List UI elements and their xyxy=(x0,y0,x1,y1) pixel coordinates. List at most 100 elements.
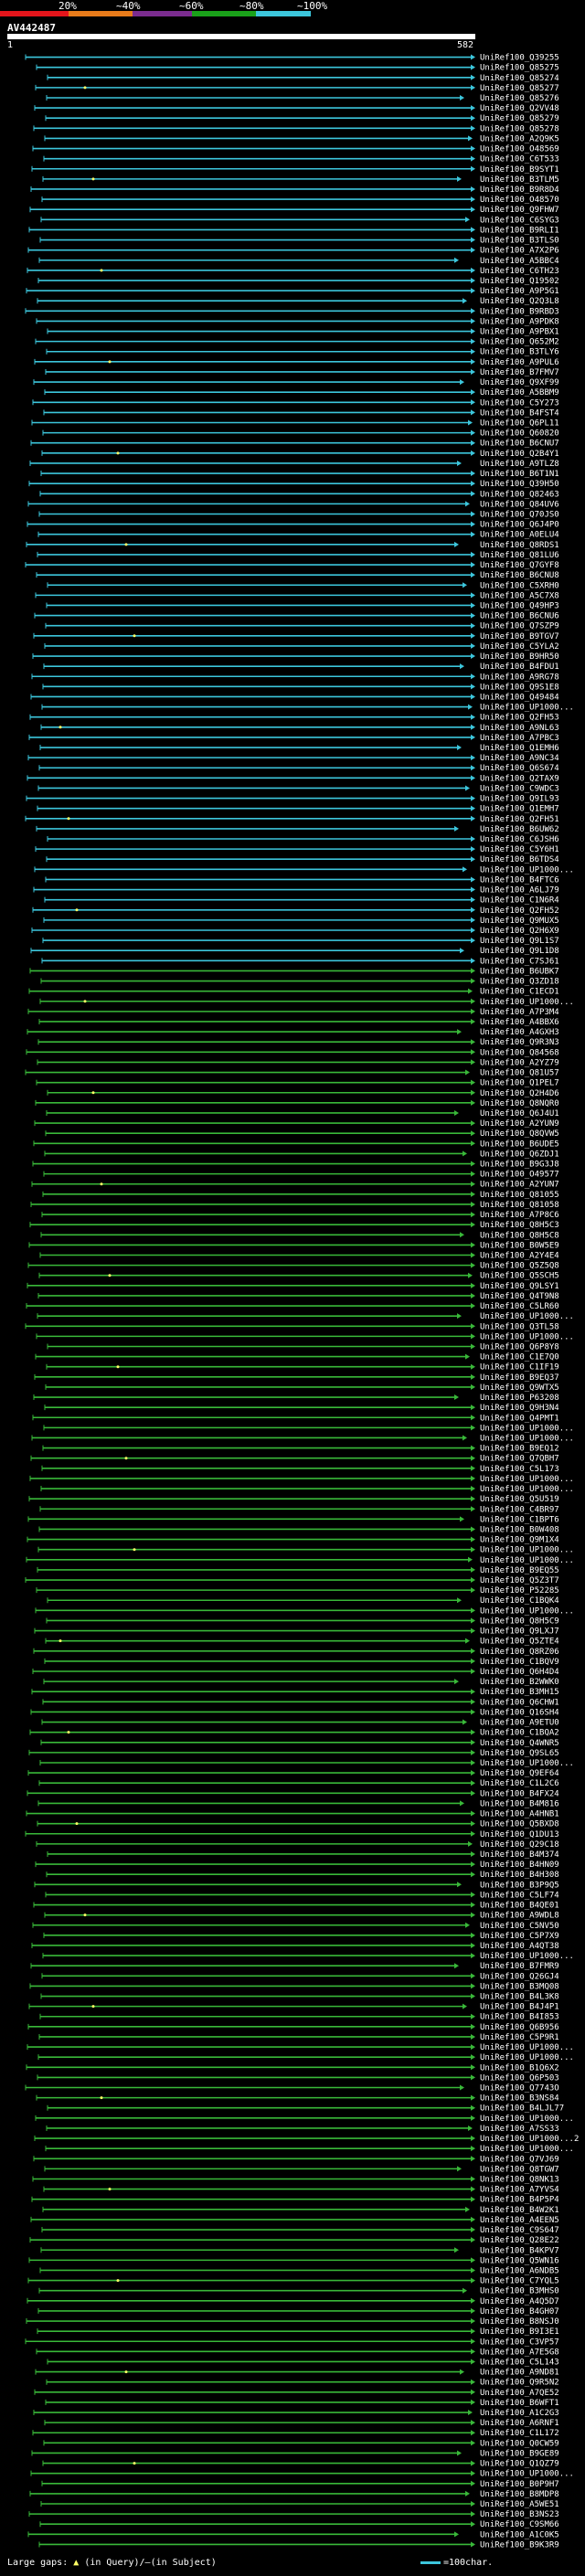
hit-accession-link[interactable]: UniRef100_B4L3K8 xyxy=(480,1993,559,2002)
hit-accession-link[interactable]: UniRef100_B4LJL77 xyxy=(480,2104,564,2114)
hit-accession-link[interactable]: UniRef100_B9GE89 xyxy=(480,2449,559,2458)
hit-accession-link[interactable]: UniRef100_O49577 xyxy=(480,1171,559,1180)
hit-accession-link[interactable]: UniRef100_UP1000... xyxy=(480,704,574,713)
hit-row[interactable]: UniRef100_A4Q5D7 xyxy=(27,2297,559,2306)
hit-accession-link[interactable]: UniRef100_B9RBD3 xyxy=(480,307,559,316)
hit-accession-link[interactable]: UniRef100_Q85275 xyxy=(480,64,559,73)
hit-accession-link[interactable]: UniRef100_Q2TAX9 xyxy=(480,774,559,783)
hit-accession-link[interactable]: UniRef100_UP1000... xyxy=(480,2115,574,2124)
hit-accession-link[interactable]: UniRef100_B0W408 xyxy=(480,1525,559,1534)
hit-accession-link[interactable]: UniRef100_A4GXH3 xyxy=(480,1028,559,1037)
hit-accession-link[interactable]: UniRef100_Q8H5C8 xyxy=(480,1231,559,1240)
hit-accession-link[interactable]: UniRef100_UP1000... xyxy=(480,865,574,875)
hit-row[interactable]: UniRef100_B3P9Q5 xyxy=(34,1881,559,1890)
hit-row[interactable]: UniRef100_B4LJL77 xyxy=(47,2104,564,2114)
hit-row[interactable]: UniRef100_B4M374 xyxy=(47,1850,559,1860)
hit-row[interactable]: UniRef100_B9EQ12 xyxy=(42,1445,559,1454)
hit-row[interactable]: UniRef100_Q49HP3 xyxy=(46,601,559,610)
hit-accession-link[interactable]: UniRef100_UP1000...2 xyxy=(480,2135,579,2144)
hit-accession-link[interactable]: UniRef100_O48569 xyxy=(480,145,559,154)
hit-row[interactable]: UniRef100_C5P7X9 xyxy=(43,1932,559,1941)
hit-row[interactable]: UniRef100_C6T533 xyxy=(43,155,559,164)
hit-accession-link[interactable]: UniRef100_A7P8C6 xyxy=(480,1211,559,1220)
hit-accession-link[interactable]: UniRef100_A7E5G8 xyxy=(480,2348,559,2357)
hit-row[interactable]: UniRef100_Q1EMH6 xyxy=(39,744,559,753)
hit-row[interactable]: UniRef100_Q5Z3T7 xyxy=(25,1576,559,1585)
hit-accession-link[interactable]: UniRef100_Q6J4U1 xyxy=(480,1109,559,1118)
hit-accession-link[interactable]: UniRef100_B9RLI1 xyxy=(480,226,559,235)
hit-accession-link[interactable]: UniRef100_UP1000... xyxy=(480,1546,574,1555)
hit-row[interactable]: UniRef100_Q81LU6 xyxy=(37,551,559,560)
hit-accession-link[interactable]: UniRef100_Q2FH53 xyxy=(480,714,559,723)
hit-accession-link[interactable]: UniRef100_C5Y273 xyxy=(480,398,559,408)
hit-row[interactable]: UniRef100_Q19502 xyxy=(37,277,559,286)
hit-row[interactable]: UniRef100_Q6P8Y8 xyxy=(47,1342,559,1352)
hit-row[interactable]: UniRef100_Q2FH51 xyxy=(25,815,559,824)
hit-row[interactable]: UniRef100_A7QE52 xyxy=(34,2389,559,2398)
hit-row[interactable]: UniRef100_C1ECD1 xyxy=(28,988,559,997)
hit-row[interactable]: UniRef100_UP1000...2 xyxy=(34,2135,579,2144)
hit-accession-link[interactable]: UniRef100_A4HNB1 xyxy=(480,1810,559,1819)
hit-accession-link[interactable]: UniRef100_A1C0K5 xyxy=(480,2530,559,2539)
hit-row[interactable]: UniRef100_B9I3E1 xyxy=(37,2327,559,2337)
hit-row[interactable]: UniRef100_C1L172 xyxy=(32,2429,559,2438)
hit-accession-link[interactable]: UniRef100_B3TLM5 xyxy=(480,175,559,185)
hit-row[interactable]: UniRef100_C6JSH6 xyxy=(47,835,559,844)
hit-accession-link[interactable]: UniRef100_Q6ZDJ1 xyxy=(480,1150,559,1159)
hit-accession-link[interactable]: UniRef100_Q9MUX5 xyxy=(480,917,559,926)
hit-row[interactable]: UniRef100_Q2TAX9 xyxy=(27,774,559,783)
hit-accession-link[interactable]: UniRef100_A9P5G1 xyxy=(480,287,559,296)
hit-accession-link[interactable]: UniRef100_B7FMV7 xyxy=(480,368,559,377)
hit-row[interactable]: UniRef100_B9EQ55 xyxy=(37,1566,559,1575)
hit-accession-link[interactable]: UniRef100_Q81U57 xyxy=(480,1069,559,1078)
hit-row[interactable]: UniRef100_B4HN09 xyxy=(35,1860,559,1870)
hit-row[interactable]: UniRef100_Q9SL65 xyxy=(28,1749,559,1758)
hit-accession-link[interactable]: UniRef100_Q5BXD8 xyxy=(480,1820,559,1829)
hit-accession-link[interactable]: UniRef100_B9EQ55 xyxy=(480,1566,559,1575)
hit-accession-link[interactable]: UniRef100_Q5WN16 xyxy=(480,2256,559,2265)
hit-row[interactable]: UniRef100_B4FTC6 xyxy=(45,875,559,885)
hit-row[interactable]: UniRef100_A4HNB1 xyxy=(26,1810,559,1819)
hit-row[interactable]: UniRef100_Q9MUX5 xyxy=(43,917,559,926)
hit-row[interactable]: UniRef100_Q9EF64 xyxy=(27,1769,559,1778)
hit-row[interactable]: UniRef100_C1N6R4 xyxy=(44,896,559,906)
hit-accession-link[interactable]: UniRef100_Q9R5N2 xyxy=(480,2379,559,2388)
hit-row[interactable]: UniRef100_Q70JS0 xyxy=(38,510,559,519)
hit-row[interactable]: UniRef100_B9HR50 xyxy=(32,652,559,662)
hit-row[interactable]: UniRef100_Q8QVW5 xyxy=(45,1129,559,1139)
hit-row[interactable]: UniRef100_C5Y273 xyxy=(32,398,559,408)
hit-accession-link[interactable]: UniRef100_B0W5E9 xyxy=(480,1241,559,1250)
hit-row[interactable]: UniRef100_UP1000... xyxy=(35,1606,574,1616)
hit-accession-link[interactable]: UniRef100_Q9FHW7 xyxy=(480,206,559,215)
hit-row[interactable]: UniRef100_A6RNF1 xyxy=(44,2419,559,2428)
hit-row[interactable]: UniRef100_Q3TL58 xyxy=(25,1322,559,1331)
hit-row[interactable]: UniRef100_Q2H4D6 xyxy=(47,1089,559,1098)
hit-accession-link[interactable]: UniRef100_A7SS33 xyxy=(480,2125,559,2134)
hit-row[interactable]: UniRef100_A7X2P6 xyxy=(27,247,559,256)
hit-accession-link[interactable]: UniRef100_C6JSH6 xyxy=(480,835,559,844)
hit-row[interactable]: UniRef100_A5C7X8 xyxy=(35,591,559,600)
hit-accession-link[interactable]: UniRef100_C1BQV9 xyxy=(480,1658,559,1667)
hit-row[interactable]: UniRef100_B4I853 xyxy=(39,2013,559,2022)
hit-row[interactable]: UniRef100_Q5Z5Q8 xyxy=(27,1262,559,1271)
hit-accession-link[interactable]: UniRef100_UP1000... xyxy=(480,1556,574,1565)
hit-row[interactable]: UniRef100_B4P5P4 xyxy=(31,2196,559,2205)
hit-accession-link[interactable]: UniRef100_A0ELU4 xyxy=(480,531,559,540)
hit-accession-link[interactable]: UniRef100_B4GH07 xyxy=(480,2307,559,2316)
hit-row[interactable]: UniRef100_A9TLZ8 xyxy=(29,460,559,469)
hit-row[interactable]: UniRef100_C1BPT6 xyxy=(27,1515,559,1524)
hit-row[interactable]: UniRef100_Q2VV48 xyxy=(34,104,559,113)
hit-row[interactable]: UniRef100_A9P5G1 xyxy=(26,287,559,296)
hit-accession-link[interactable]: UniRef100_A5BBM9 xyxy=(480,388,559,398)
hit-row[interactable]: UniRef100_A7SS33 xyxy=(46,2125,559,2134)
hit-accession-link[interactable]: UniRef100_A6NDB5 xyxy=(480,2266,559,2275)
hit-row[interactable]: UniRef100_Q1PEL7 xyxy=(36,1079,559,1088)
hit-accession-link[interactable]: UniRef100_A2YUN9 xyxy=(480,1119,559,1129)
hit-accession-link[interactable]: UniRef100_B2WWK0 xyxy=(480,1678,559,1687)
hit-accession-link[interactable]: UniRef100_B4QE01 xyxy=(480,1902,559,1911)
hit-accession-link[interactable]: UniRef100_Q4WNR5 xyxy=(480,1739,559,1748)
hit-row[interactable]: UniRef100_UP1000... xyxy=(37,1312,574,1321)
hit-accession-link[interactable]: UniRef100_A1C2G3 xyxy=(480,2409,559,2418)
hit-accession-link[interactable]: UniRef100_Q26GJ4 xyxy=(480,1972,559,1981)
hit-row[interactable]: UniRef100_Q0CW59 xyxy=(43,2439,559,2448)
